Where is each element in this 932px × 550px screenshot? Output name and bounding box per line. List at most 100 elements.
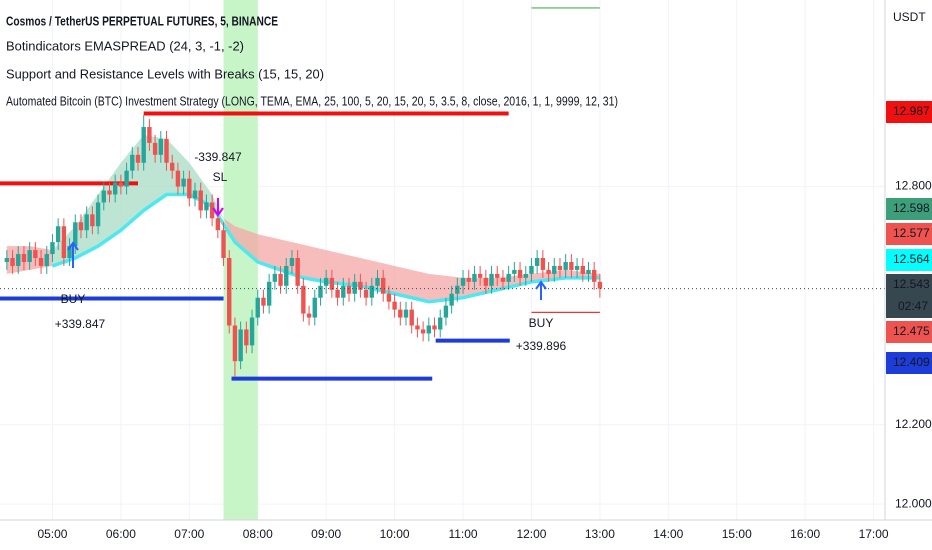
candle-body — [329, 277, 335, 290]
trade-annotation: SL — [213, 170, 228, 184]
x-tick-label: 13:00 — [585, 527, 615, 541]
signal-arrows — [67, 198, 547, 300]
candle-body — [50, 242, 55, 255]
x-tick-label: 05:00 — [37, 527, 67, 541]
candle-body — [352, 281, 357, 294]
candle-body — [204, 202, 209, 211]
price-badge — [886, 249, 932, 271]
candle-body — [318, 285, 323, 298]
candle-body — [175, 170, 181, 187]
candle-body — [209, 202, 215, 219]
candle-body — [426, 325, 432, 334]
indicator-label: Automated Bitcoin (BTC) Investment Strat… — [6, 94, 618, 108]
candle-body — [369, 285, 374, 298]
candle-body — [10, 258, 15, 266]
candle-body — [272, 273, 278, 282]
candle-body — [124, 170, 129, 187]
candle-body — [278, 273, 283, 286]
candle-body — [540, 258, 546, 270]
candle-body — [455, 285, 460, 294]
candle-body — [27, 250, 32, 262]
countdown-label: 02:47 — [898, 299, 928, 313]
candle-body — [363, 289, 369, 298]
sell-arrow — [212, 198, 224, 217]
candle-body — [483, 277, 489, 286]
y-tick-label: 12.200 — [895, 417, 932, 431]
y-tick-label: 12.800 — [895, 179, 932, 193]
candle-body — [460, 277, 466, 286]
x-tick-label: 11:00 — [448, 527, 477, 541]
candle-body — [135, 154, 141, 163]
candle-body — [141, 127, 146, 163]
candle-body — [512, 269, 517, 274]
candle-body — [529, 265, 534, 274]
x-tick-label: 17:00 — [859, 527, 889, 541]
price-badge — [886, 198, 932, 220]
candle-body — [101, 190, 106, 203]
candle-body — [489, 273, 494, 286]
trade-annotation: BUY — [61, 292, 86, 306]
trade-annotation: +339.847 — [55, 317, 106, 331]
candle-body — [152, 142, 158, 155]
candle-body — [375, 277, 380, 286]
trade-annotation: -339.847 — [194, 150, 242, 164]
x-tick-label: 06:00 — [106, 527, 136, 541]
candle-body — [523, 273, 528, 278]
candle-body — [221, 230, 226, 259]
candle-body — [215, 218, 221, 231]
price-badge-label: 12.564 — [893, 252, 930, 266]
candle-body — [335, 289, 340, 298]
candle-body — [73, 222, 78, 247]
candle-body — [341, 285, 346, 298]
candle-body — [158, 138, 164, 155]
candle-body — [358, 281, 363, 290]
candle-body — [392, 301, 397, 310]
x-tick-label: 10:00 — [380, 527, 410, 541]
y-tick-label: 12.000 — [895, 496, 932, 510]
candle-body — [552, 265, 557, 274]
candle-body — [443, 305, 449, 318]
candle-body — [61, 226, 67, 259]
candle-body — [386, 293, 392, 302]
price-badge — [886, 274, 932, 318]
x-tick-label: 14:00 — [653, 527, 683, 541]
candle-body — [289, 258, 295, 266]
price-badge-label: 12.598 — [893, 201, 930, 215]
candle-body — [495, 273, 500, 278]
candle-body — [301, 285, 306, 314]
candle-body — [380, 277, 386, 294]
candle-body — [44, 254, 49, 266]
candle-body — [198, 190, 203, 211]
legend: Cosmos / TetherUS PERPETUAL FUTURES, 5, … — [6, 14, 618, 108]
candle-body — [95, 202, 101, 227]
candle-body — [232, 325, 238, 362]
candle-body — [67, 246, 72, 259]
buy-arrow — [67, 241, 79, 268]
candle-body — [597, 281, 603, 289]
price-badge — [886, 321, 932, 343]
candle-body — [112, 182, 118, 195]
candle-body — [244, 329, 249, 346]
candle-body — [170, 162, 175, 171]
candle-body — [346, 285, 352, 294]
candle-body — [506, 273, 511, 282]
candle-body — [38, 258, 44, 266]
symbol-title: Cosmos / TetherUS PERPETUAL FUTURES, 5, … — [6, 14, 278, 28]
candle-body — [33, 250, 38, 259]
candle-body — [563, 261, 568, 270]
unit-label: USDT — [893, 10, 926, 24]
candle-body — [16, 254, 21, 266]
candle-body — [500, 277, 506, 282]
indicator-label: Botindicators EMASPREAD (24, 3, -1, -2) — [6, 39, 244, 53]
candle-body — [284, 265, 289, 286]
candle-body — [574, 265, 580, 270]
candle-body — [466, 277, 471, 282]
candle-body — [90, 214, 95, 227]
candle-body — [78, 222, 84, 231]
x-tick-label: 08:00 — [243, 527, 273, 541]
candle-body — [21, 254, 27, 262]
candle-body — [403, 309, 409, 318]
candle-body — [557, 265, 563, 270]
candle-body — [55, 226, 61, 243]
